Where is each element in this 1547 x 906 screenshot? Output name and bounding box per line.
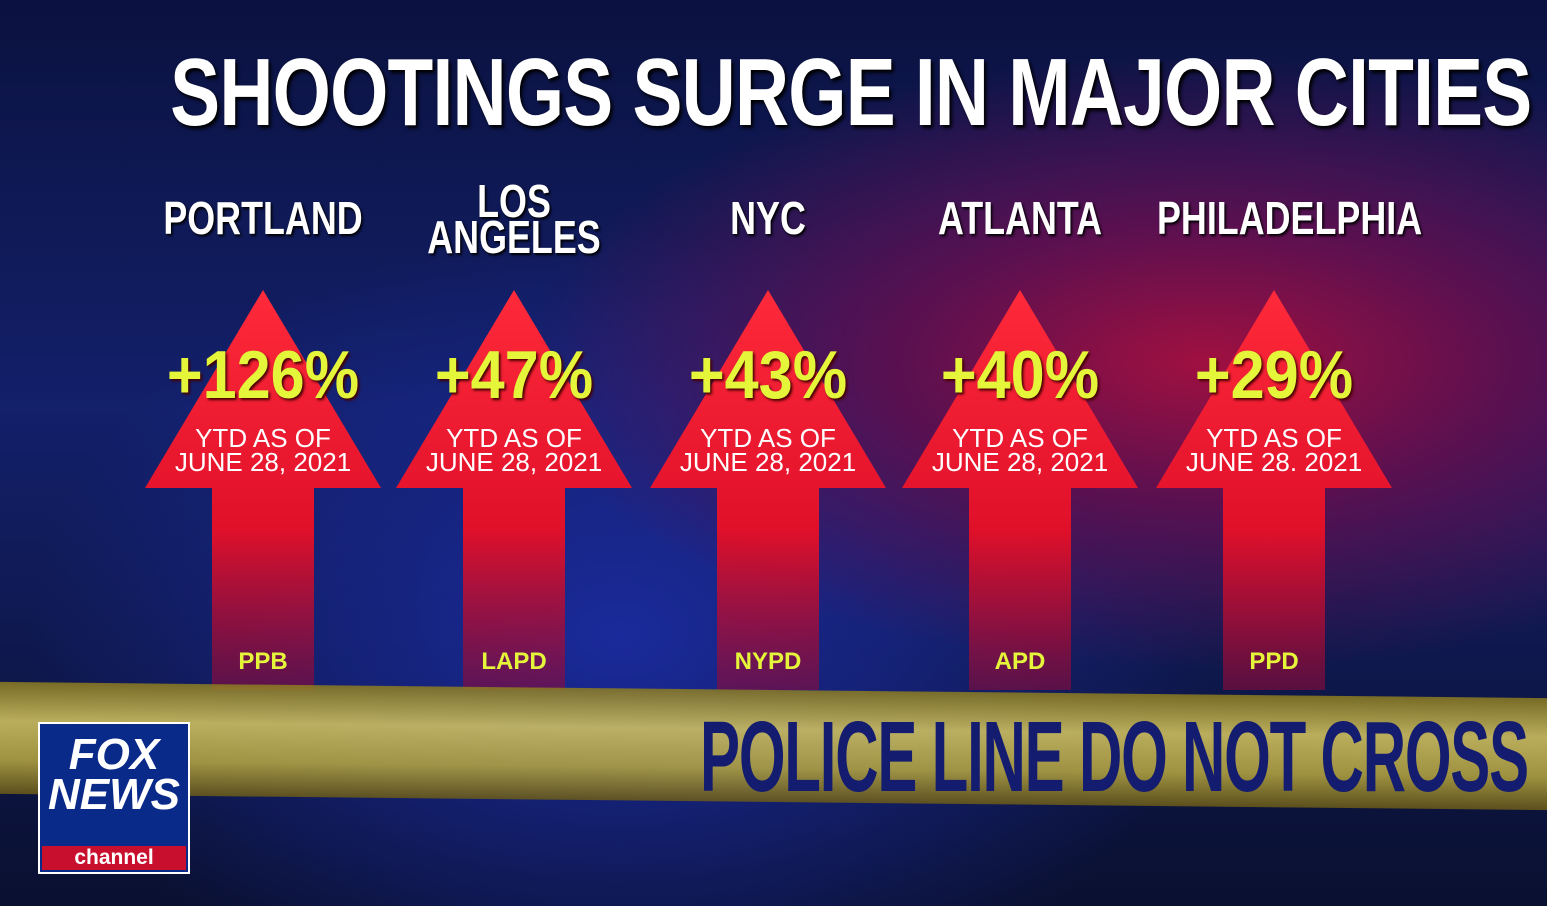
- agency: PPD: [1249, 648, 1299, 675]
- note: YTD AS OF JUNE 28, 2021: [425, 423, 603, 477]
- city-name: PHILADELPHIA: [1157, 192, 1423, 244]
- arrow: [650, 290, 886, 690]
- agency: LAPD: [481, 648, 547, 675]
- arrow: [396, 290, 632, 690]
- title: SHOOTINGS SURGE IN MAJOR CITIES: [170, 39, 1532, 146]
- arrow: [1156, 290, 1392, 690]
- city-name: ATLANTA: [937, 192, 1103, 244]
- agency: PPB: [238, 648, 288, 675]
- logo-channel: channel: [42, 846, 186, 870]
- change: +43%: [688, 337, 848, 413]
- agency: NYPD: [734, 648, 802, 675]
- change: +126%: [166, 337, 360, 413]
- arrow: [902, 290, 1138, 690]
- city-name: LOS ANGELES: [427, 175, 601, 263]
- change: +29%: [1194, 337, 1354, 413]
- note: YTD AS OF JUNE 28. 2021: [1185, 423, 1363, 477]
- note: YTD AS OF JUNE 28, 2021: [679, 423, 857, 477]
- logo-brand: FOX NEWS: [48, 730, 180, 819]
- note: YTD AS OF JUNE 28, 2021: [931, 423, 1109, 477]
- city-name: PORTLAND: [163, 192, 363, 244]
- tape-text: POLICE LINE DO NOT CROSS: [700, 701, 1529, 813]
- change: +40%: [940, 337, 1100, 413]
- agency: APD: [994, 648, 1046, 675]
- arrow: [145, 290, 381, 690]
- city-name: NYC: [730, 192, 806, 244]
- note: YTD AS OF JUNE 28, 2021: [174, 423, 352, 477]
- change: +47%: [434, 337, 594, 413]
